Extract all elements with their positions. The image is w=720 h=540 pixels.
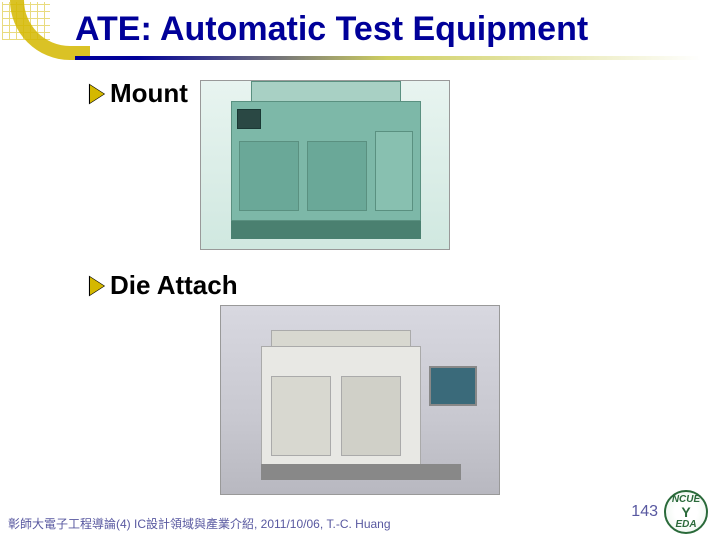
machine-part	[271, 376, 331, 456]
badge-bottom-text: EDA	[664, 519, 708, 530]
slide-title: ATE: Automatic Test Equipment	[75, 10, 715, 49]
ncue-eda-badge: NCUE Y EDA	[664, 490, 708, 534]
footer-text: 彰師大電子工程導論(4) IC設計領域與產業介紹, 2011/10/06, T.…	[8, 515, 391, 532]
bullet-label: Mount	[110, 78, 188, 109]
footer-right: 143 NCUE Y EDA	[631, 490, 708, 534]
bullet-arrow-icon	[90, 277, 104, 295]
machine-part	[231, 221, 421, 239]
machine-part	[307, 141, 367, 211]
machine-part	[239, 141, 299, 211]
machine-part	[341, 376, 401, 456]
machine-part	[237, 109, 261, 129]
badge-center-icon: Y	[681, 504, 690, 520]
die-attach-machine-image	[220, 305, 500, 495]
machine-part	[429, 366, 477, 406]
title-underline	[75, 56, 701, 60]
bullet-mount: Mount	[90, 78, 188, 109]
page-number: 143	[631, 503, 658, 521]
machine-part	[261, 464, 461, 480]
slide-logo	[0, 0, 70, 60]
bullet-die-attach: Die Attach	[90, 270, 238, 301]
machine-part	[375, 131, 413, 211]
bullet-label: Die Attach	[110, 270, 238, 301]
mount-machine-image	[200, 80, 450, 250]
bullet-arrow-icon	[90, 85, 104, 103]
